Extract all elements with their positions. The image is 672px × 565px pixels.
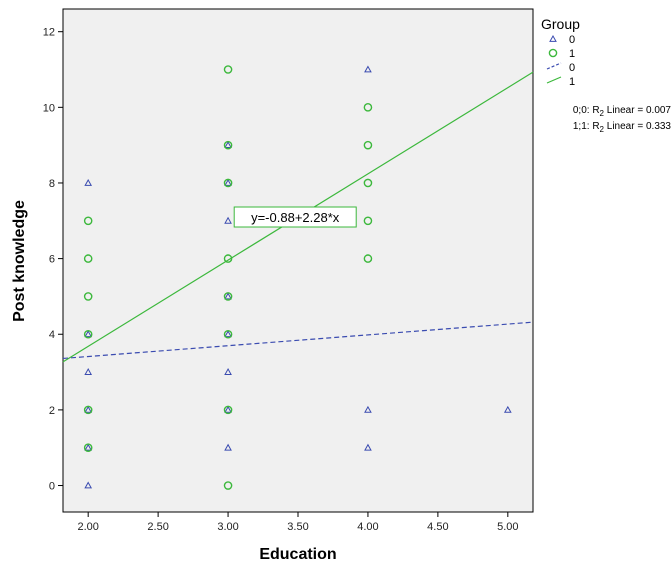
data-point-group-0: [224, 368, 232, 375]
x-axis: 2.00 2.50 3.00 3.50 4.00 4.50 5.00: [77, 512, 519, 533]
data-point-group-1: [83, 254, 93, 263]
data-point-group-1: [363, 254, 373, 263]
data-point-group-1: [223, 292, 233, 301]
y-axis-title: Post knowledge: [11, 200, 28, 322]
data-point-group-1: [223, 65, 233, 74]
data-point-group-0: [224, 405, 232, 413]
legend-label: 1: [569, 48, 575, 60]
data-point-group-1: [83, 443, 93, 453]
legend-line-group-0: [546, 62, 562, 70]
data-point-group-0: [84, 178, 93, 186]
y-tick-label: 2: [49, 405, 55, 417]
x-tick-label: 2.50: [147, 521, 168, 533]
data-point-group-0: [84, 443, 93, 451]
data-point-group-1: [223, 329, 233, 339]
x-tick-label: 2.00: [77, 521, 98, 533]
data-point-group-0: [224, 216, 232, 224]
data-point-group-1: [83, 405, 93, 415]
data-point-group-0: [84, 330, 93, 338]
data-points: [83, 65, 512, 490]
data-point-group-0: [224, 141, 232, 149]
data-point-group-0: [224, 330, 232, 338]
equation-label-box: y=-0.88+2.28*x: [233, 206, 357, 228]
data-point-group-1: [83, 216, 93, 226]
data-point-group-1: [223, 405, 233, 415]
x-tick-label: 3.00: [217, 521, 238, 533]
x-tick-label: 5.00: [497, 521, 518, 533]
y-tick-label: 12: [43, 27, 55, 39]
data-point-group-0: [84, 481, 93, 489]
x-axis-title: Education: [259, 546, 336, 563]
data-point-group-1: [83, 292, 93, 301]
data-point-group-1: [363, 140, 373, 150]
legend: Group 0 1 0 1: [541, 16, 580, 88]
data-point-group-0: [364, 65, 372, 73]
data-point-group-0: [84, 405, 93, 413]
x-tick-label: 3.50: [287, 521, 308, 533]
y-tick-label: 6: [49, 254, 55, 266]
legend-swatch-group-1: [548, 48, 558, 58]
legend-line-group-1: [546, 76, 562, 84]
data-point-group-1: [363, 103, 373, 112]
legend-title: Group: [541, 16, 580, 32]
x-tick-label: 4.00: [357, 521, 378, 533]
legend-label: 1: [569, 76, 575, 88]
equation-box: [233, 206, 357, 228]
y-tick-label: 8: [49, 178, 55, 190]
data-point-group-1: [223, 481, 233, 490]
y-axis: 0 2 4 6 8 10 12: [43, 27, 63, 493]
data-point-group-1: [83, 329, 93, 339]
fit-stat-label: 1;1: R2 Linear = 0.333: [573, 121, 672, 134]
data-point-group-0: [84, 368, 93, 375]
y-tick-label: 4: [49, 329, 55, 341]
data-point-group-0: [364, 405, 372, 413]
y-tick-label: 10: [43, 102, 55, 114]
fit-stats: 0;0: R2 Linear = 0.007 1;1: R2 Linear = 0…: [573, 105, 672, 134]
data-point-group-1: [223, 178, 233, 188]
legend-label: 0: [569, 34, 575, 46]
data-point-group-0: [364, 443, 372, 451]
data-point-group-1: [223, 254, 233, 263]
data-point-group-0: [224, 178, 232, 186]
data-point-group-1: [363, 216, 373, 226]
equation-label: y=-0.88+2.28*x: [251, 210, 340, 225]
x-tick-label: 4.50: [427, 521, 448, 533]
data-point-group-0: [224, 443, 232, 451]
data-point-group-0: [224, 292, 232, 300]
data-point-group-1: [363, 178, 373, 188]
legend-label: 0: [569, 62, 575, 74]
data-point-group-1: [223, 140, 233, 150]
data-point-group-0: [503, 405, 512, 413]
plot-background: [62, 8, 534, 513]
fit-line-group-0: [62, 321, 534, 360]
fit-stat-label: 0;0: R2 Linear = 0.007: [573, 105, 672, 118]
y-tick-label: 0: [49, 481, 55, 493]
legend-swatch-group-0: [549, 34, 557, 42]
